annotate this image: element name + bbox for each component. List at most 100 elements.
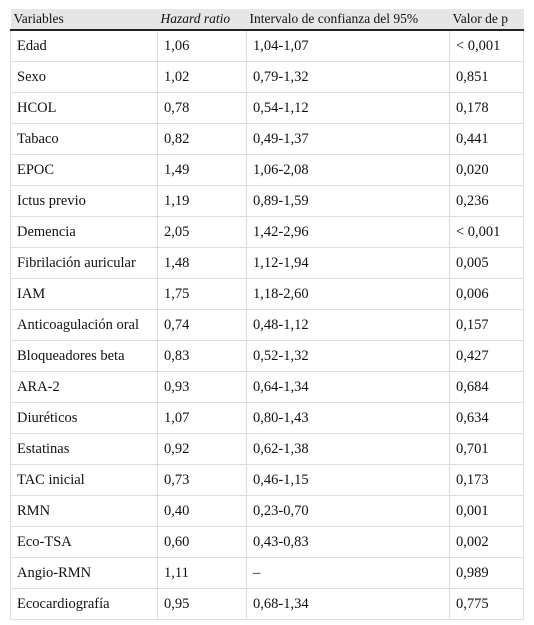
table-cell: 0,23-0,70 [246,495,450,527]
table-cell: 2,05 [157,216,247,248]
table-cell: 1,02 [157,61,247,93]
table-cell: – [246,557,450,589]
table-row: RMN 0,40 0,23-0,70 0,001 [10,495,524,527]
table-cell: Diuréticos [10,402,158,434]
table-row: TAC inicial 0,73 0,46-1,15 0,173 [10,464,524,496]
table-cell: 0,851 [449,61,524,93]
table-cell: Anticoagulación oral [10,309,158,341]
table-row: Sexo 1,02 0,79-1,32 0,851 [10,61,524,93]
table-cell: 0,93 [157,371,247,403]
table-cell: 0,83 [157,340,247,372]
table-row: ARA-2 0,93 0,64-1,34 0,684 [10,371,524,403]
table-cell: 0,60 [157,526,247,558]
table-cell: 0,157 [449,309,524,341]
table-cell: 0,634 [449,402,524,434]
table-cell: 1,49 [157,154,247,186]
table-cell: 0,427 [449,340,524,372]
table-cell: 0,684 [449,371,524,403]
table-cell: 0,001 [449,495,524,527]
table-cell: 0,701 [449,433,524,465]
table-cell: 0,178 [449,92,524,124]
table-cell: 1,11 [157,557,247,589]
table-cell: 0,80-1,43 [246,402,450,434]
table-cell: 0,236 [449,185,524,217]
table-cell: 0,62-1,38 [246,433,450,465]
table-cell: 0,006 [449,278,524,310]
table-cell: 0,43-0,83 [246,526,450,558]
table-body: Edad 1,06 1,04-1,07 < 0,001 Sexo 1,02 0,79-1,3… [10,30,524,620]
table-cell: 0,49-1,37 [246,123,450,155]
table-cell: 1,42-2,96 [246,216,450,248]
table-cell: 1,19 [157,185,247,217]
table-cell: Ictus previo [10,185,158,217]
results-table: Variables Hazard ratio Intervalo de confia… [10,9,524,620]
table-cell: 0,92 [157,433,247,465]
table-row: Ictus previo 1,19 0,89-1,59 0,236 [10,185,524,217]
table-cell: 1,18-2,60 [246,278,450,310]
table-cell: Eco-TSA [10,526,158,558]
column-header: Variables [10,9,158,31]
table-row: Fibrilación auricular 1,48 1,12-1,94 0,005 [10,247,524,279]
table-row: Anticoagulación oral 0,74 0,48-1,12 0,157 [10,309,524,341]
table-cell: 0,73 [157,464,247,496]
table-cell: 0,775 [449,588,524,620]
table-cell: 1,12-1,94 [246,247,450,279]
table-cell: TAC inicial [10,464,158,496]
table-cell: 0,005 [449,247,524,279]
table-row: Bloqueadores beta 0,83 0,52-1,32 0,427 [10,340,524,372]
table-cell: 1,48 [157,247,247,279]
table-cell: 0,68-1,34 [246,588,450,620]
table-cell: IAM [10,278,158,310]
table-cell: 0,89-1,59 [246,185,450,217]
table-cell: 0,173 [449,464,524,496]
table-cell: 0,020 [449,154,524,186]
table-cell: Ecocardiografía [10,588,158,620]
table-row: Estatinas 0,92 0,62-1,38 0,701 [10,433,524,465]
header-row: Variables Hazard ratio Intervalo de confia… [10,9,524,31]
table-cell: 0,002 [449,526,524,558]
table-cell: 1,75 [157,278,247,310]
table-row: Diuréticos 1,07 0,80-1,43 0,634 [10,402,524,434]
table-cell: < 0,001 [449,30,524,62]
table-cell: EPOC [10,154,158,186]
column-header: Hazard ratio [157,9,247,31]
table-cell: Tabaco [10,123,158,155]
table-cell: 0,74 [157,309,247,341]
table-row: HCOL 0,78 0,54-1,12 0,178 [10,92,524,124]
table-cell: 0,54-1,12 [246,92,450,124]
table-row: Tabaco 0,82 0,49-1,37 0,441 [10,123,524,155]
table-cell: 0,40 [157,495,247,527]
table-cell: 0,441 [449,123,524,155]
table-cell: 1,06-2,08 [246,154,450,186]
table-cell: 0,52-1,32 [246,340,450,372]
table-cell: Estatinas [10,433,158,465]
table-cell: Bloqueadores beta [10,340,158,372]
table-cell: Angio-RMN [10,557,158,589]
table-cell: HCOL [10,92,158,124]
column-header: Intervalo de confianza del 95% [246,9,450,31]
table-cell: Edad [10,30,158,62]
table-cell: 0,95 [157,588,247,620]
table-cell: 0,46-1,15 [246,464,450,496]
table-cell: 1,07 [157,402,247,434]
table-cell: 0,64-1,34 [246,371,450,403]
table-row: IAM 1,75 1,18-2,60 0,006 [10,278,524,310]
table-row: Eco-TSA 0,60 0,43-0,83 0,002 [10,526,524,558]
table-row: EPOC 1,49 1,06-2,08 0,020 [10,154,524,186]
table-row: Angio-RMN 1,11–0,989 [10,557,524,589]
table-cell: 0,989 [449,557,524,589]
table-cell: Fibrilación auricular [10,247,158,279]
table-cell: RMN [10,495,158,527]
table-cell: Sexo [10,61,158,93]
table-row: Demencia 2,05 1,42-2,96 < 0,001 [10,216,524,248]
table-cell: ARA-2 [10,371,158,403]
table-cell: < 0,001 [449,216,524,248]
table-cell: 1,06 [157,30,247,62]
table-row: Ecocardiografía 0,95 0,68-1,34 0,775 [10,588,524,620]
table-cell: 1,04-1,07 [246,30,450,62]
table-cell: 0,79-1,32 [246,61,450,93]
table-cell: 0,48-1,12 [246,309,450,341]
column-header: Valor de p [449,9,524,31]
table-cell: Demencia [10,216,158,248]
